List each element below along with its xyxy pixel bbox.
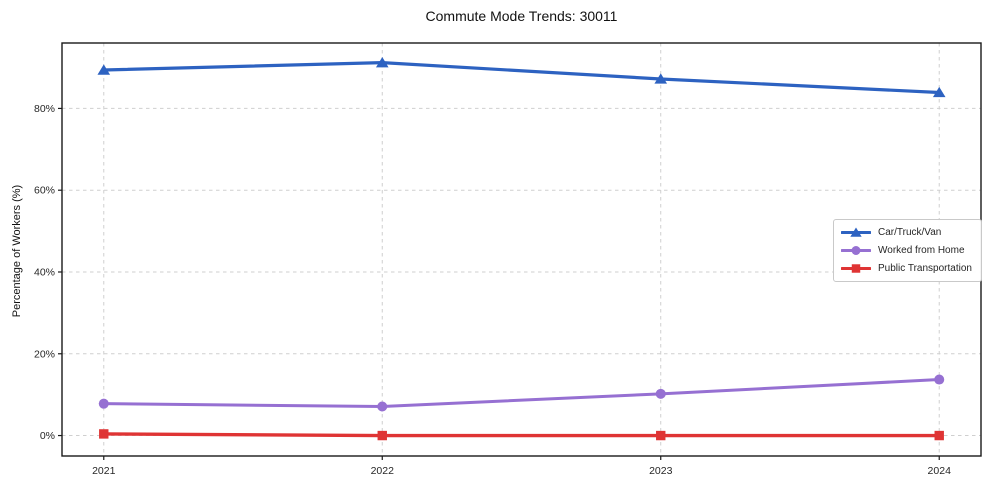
y-tick-label: 80%	[34, 103, 55, 115]
legend-marker	[851, 264, 861, 273]
series-marker-worked-from-home	[655, 388, 666, 399]
y-tick-label: 0%	[40, 430, 55, 442]
series-marker-public-transportation	[99, 429, 109, 439]
series-line-public-transportation	[102, 432, 941, 438]
y-tick-label: 20%	[34, 348, 55, 360]
series-marker-car-truck-van	[97, 64, 111, 75]
x-tick-label: 2023	[649, 465, 673, 477]
series-marker-public-transportation	[934, 430, 944, 441]
legend-item-worked-from-home: Worked from Home	[841, 242, 972, 259]
legend-marker	[850, 227, 862, 237]
x-tick-label: 2022	[371, 465, 395, 477]
legend-square-swatch-icon	[841, 264, 871, 273]
y-tick-label: 40%	[34, 266, 55, 278]
x-tick-label: 2021	[92, 465, 116, 477]
legend-item-car-truck-van: Car/Truck/Van	[841, 224, 972, 241]
legend-item-public-transportation: Public Transportation	[841, 260, 972, 277]
x-tick-label: 2024	[928, 465, 952, 477]
chart-title: Commute Mode Trends: 30011	[425, 8, 618, 24]
series-marker-worked-from-home	[98, 398, 109, 409]
y-tick-label: 60%	[34, 185, 55, 197]
legend-label: Public Transportation	[878, 263, 972, 274]
series-marker-car-truck-van	[932, 86, 946, 98]
series-line-worked-from-home	[102, 378, 941, 409]
series-line-car-truck-van	[102, 61, 941, 95]
series-marker-car-truck-van	[654, 73, 668, 84]
legend-marker	[851, 246, 861, 255]
series-marker-public-transportation	[656, 430, 666, 441]
legend-label: Worked from Home	[878, 245, 965, 256]
legend-label: Car/Truck/Van	[878, 227, 942, 238]
series-marker-worked-from-home	[377, 401, 388, 412]
series-marker-worked-from-home	[934, 374, 945, 385]
legend: Car/Truck/Van Worked from Home Public Tran…	[833, 219, 982, 282]
series-marker-public-transportation	[377, 430, 387, 441]
legend-triangle-swatch-icon	[841, 227, 871, 237]
series-marker-car-truck-van	[375, 57, 389, 68]
legend-circle-swatch-icon	[841, 246, 871, 255]
